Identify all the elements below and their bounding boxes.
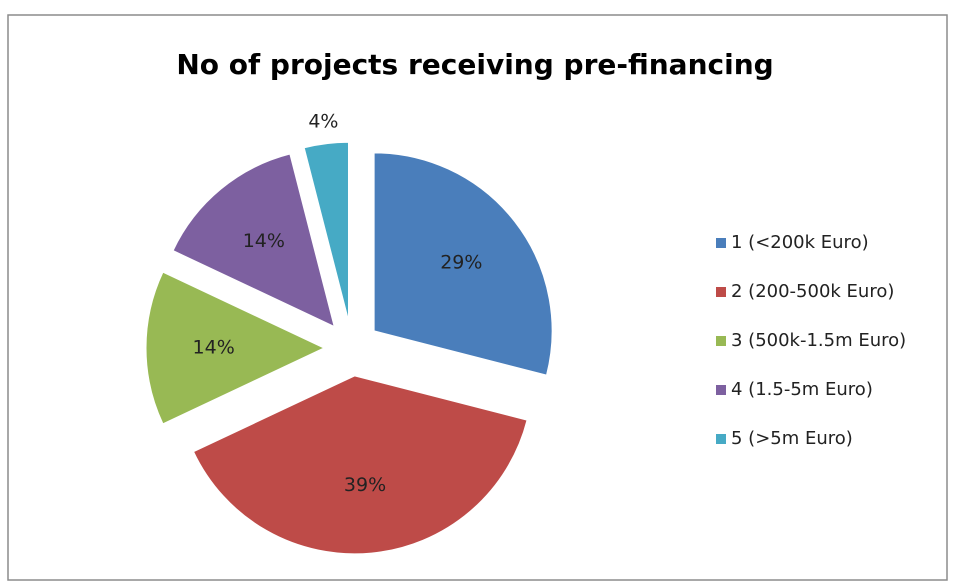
pie-slice (145, 271, 326, 425)
data-label: 14% (243, 230, 285, 252)
legend-label: 2 (200-500k Euro) (731, 281, 894, 302)
data-label: 14% (193, 337, 235, 359)
legend-label: 3 (500k-1.5m Euro) (731, 330, 906, 351)
data-label: 4% (308, 110, 338, 132)
legend-label: 5 (>5m Euro) (731, 428, 853, 449)
data-label: 39% (344, 474, 386, 496)
legend-label: 4 (1.5-5m Euro) (731, 379, 873, 400)
data-label: 29% (440, 252, 482, 274)
chart-title: No of projects receiving pre-financing (176, 48, 773, 81)
legend-label: 1 (<200k Euro) (731, 232, 869, 253)
legend-swatch (716, 238, 726, 248)
legend-swatch (716, 287, 726, 297)
pie-slice (373, 152, 553, 376)
pie-slice (303, 141, 349, 321)
legend-swatch (716, 434, 726, 444)
pie-slice (172, 153, 335, 328)
legend-swatch (716, 385, 726, 395)
pie-slice (192, 375, 528, 555)
legend-swatch (716, 336, 726, 346)
